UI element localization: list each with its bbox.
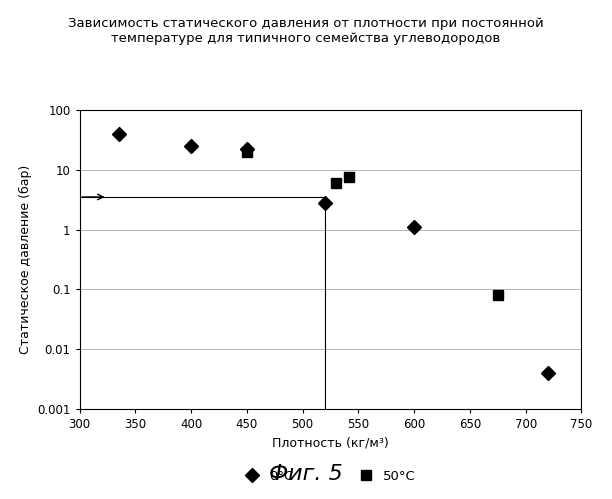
X-axis label: Плотность (кг/м³): Плотность (кг/м³) [272,437,389,450]
Legend: 0°C, 50°C: 0°C, 50°C [245,470,416,483]
50°C [346,174,353,180]
0°C [243,146,250,152]
50°C [494,292,501,298]
Text: Фиг. 5: Фиг. 5 [269,464,343,484]
0°C [411,224,418,230]
50°C [332,180,340,186]
Line: 50°C: 50°C [242,147,502,300]
0°C [321,200,329,206]
50°C [243,149,250,155]
0°C [544,370,551,376]
0°C [115,131,122,137]
Text: Зависимость статического давления от плотности при постоянной
температуре для ти: Зависимость статического давления от пло… [68,17,544,45]
0°C [187,143,195,149]
Y-axis label: Статическое давление (бар): Статическое давление (бар) [18,165,32,354]
Line: 0°C: 0°C [114,129,553,378]
